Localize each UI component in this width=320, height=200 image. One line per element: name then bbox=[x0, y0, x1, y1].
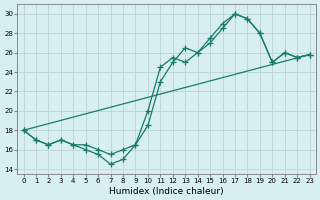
X-axis label: Humidex (Indice chaleur): Humidex (Indice chaleur) bbox=[109, 187, 224, 196]
